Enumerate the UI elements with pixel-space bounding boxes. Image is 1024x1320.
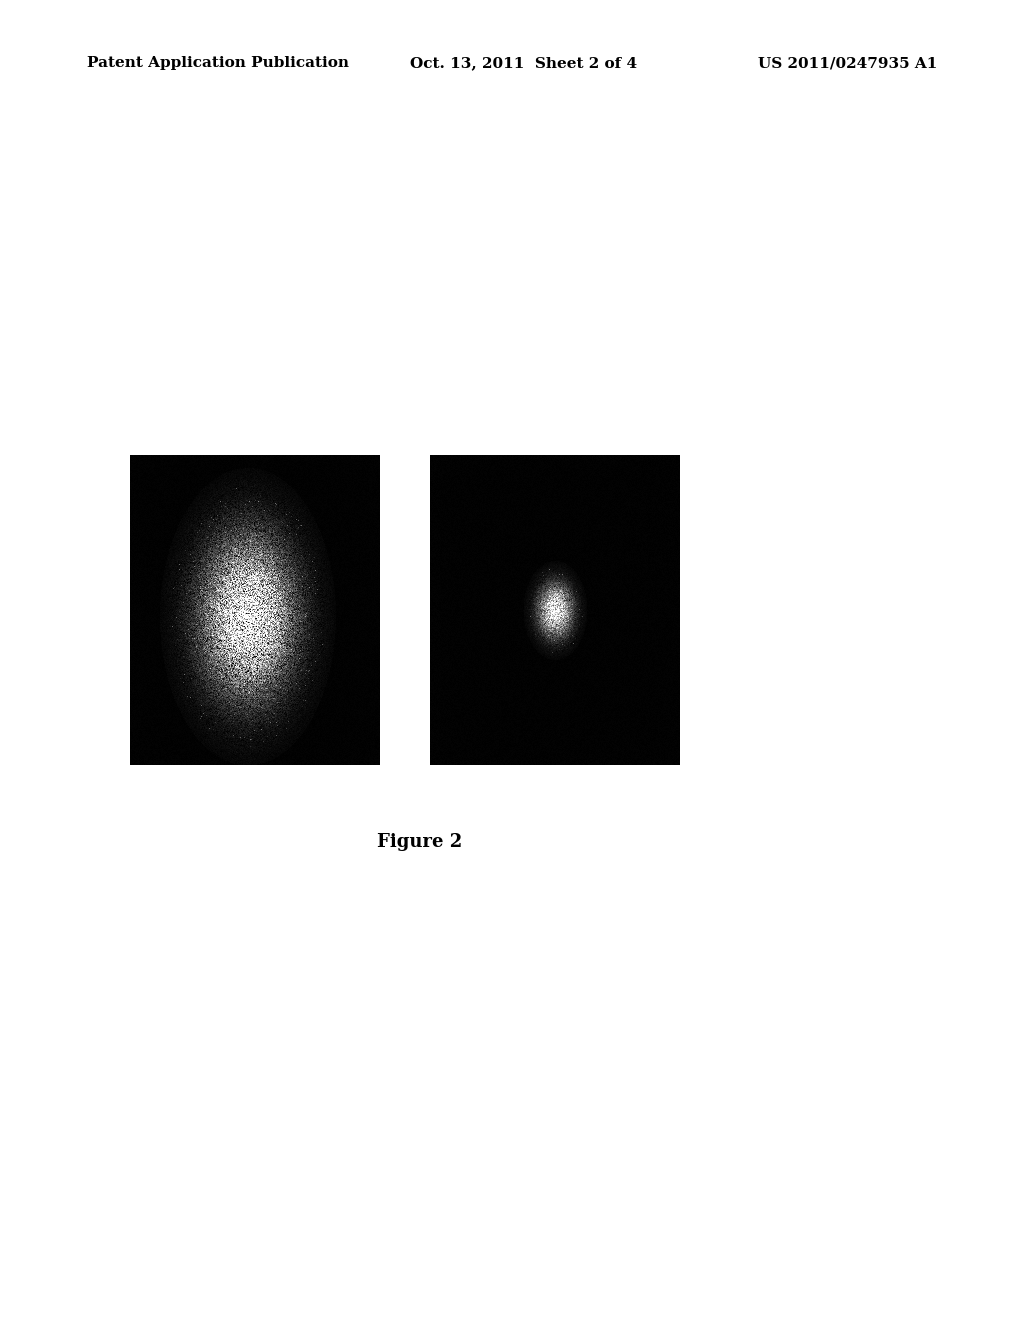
Text: US 2011/0247935 A1: US 2011/0247935 A1 [758, 57, 937, 70]
Text: Oct. 13, 2011  Sheet 2 of 4: Oct. 13, 2011 Sheet 2 of 4 [410, 57, 637, 70]
Text: Figure 2: Figure 2 [377, 833, 463, 851]
Text: Patent Application Publication: Patent Application Publication [87, 57, 349, 70]
